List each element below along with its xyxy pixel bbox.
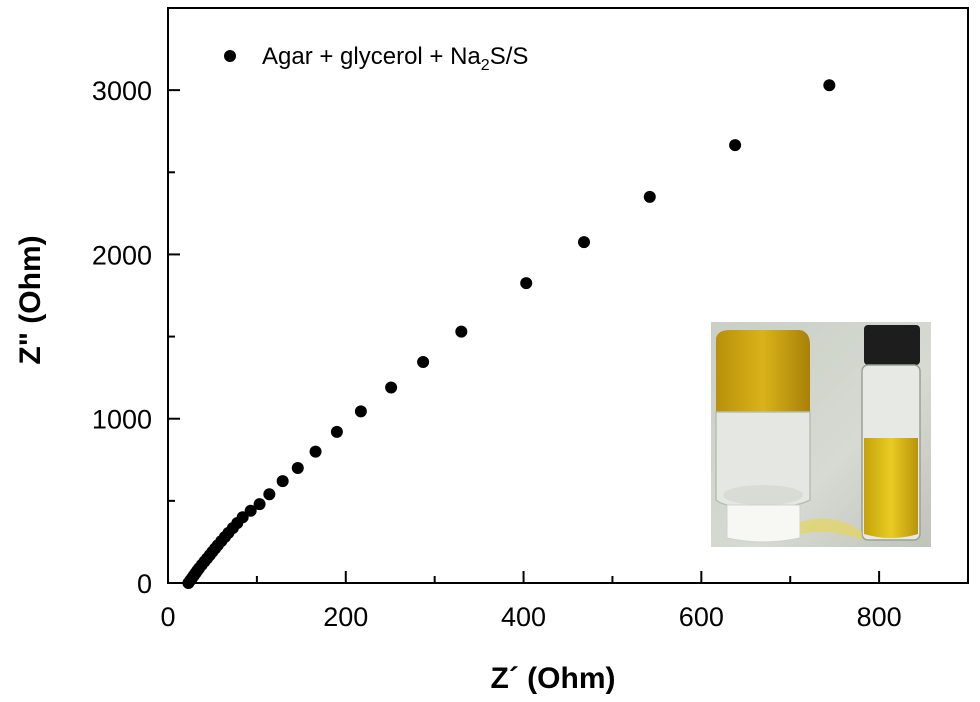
x-axis-title: Z´ (Ohm): [491, 662, 616, 695]
x-tick-label: 0: [160, 602, 175, 632]
y-tick-label: 1000: [92, 405, 152, 435]
data-point: [385, 381, 398, 394]
y-tick-label: 0: [137, 569, 152, 599]
data-point: [263, 488, 276, 501]
legend: Agar + glycerol + Na2S/S: [224, 43, 528, 74]
data-point: [643, 190, 656, 203]
x-axis-ticks: 0 200 400 600 800: [160, 571, 969, 632]
data-point: [578, 236, 590, 249]
plot-frame: [167, 7, 969, 584]
legend-label-tail: S/S: [490, 43, 529, 70]
legend-label-subscript: 2: [481, 57, 490, 74]
y-axis-ticks: 0 1000 2000 3000: [92, 7, 180, 599]
data-point: [291, 462, 304, 474]
y-axis-title: Z" (Ohm): [14, 235, 47, 364]
data-point: [354, 405, 367, 418]
liquid-yellow: [864, 438, 918, 538]
gel-yellow: [716, 330, 810, 412]
inverted-vial: [715, 330, 811, 543]
legend-label: Agar + glycerol + Na2S/S: [262, 43, 528, 74]
data-point: [729, 139, 742, 152]
legend-label-main: Agar + glycerol + Na: [262, 43, 481, 70]
upright-vial: [800, 325, 921, 541]
x-tick-label: 600: [679, 602, 724, 632]
data-point: [417, 356, 430, 369]
data-point: [253, 498, 266, 511]
yellow-reflection: [800, 518, 862, 540]
data-point: [330, 425, 343, 438]
x-tick-label: 800: [857, 602, 902, 632]
y-tick-label: 3000: [92, 76, 152, 106]
data-point: [276, 475, 289, 488]
inset-photo-vials: [711, 322, 931, 547]
data-point: [244, 504, 257, 517]
data-series: [182, 79, 836, 589]
legend-marker: [224, 50, 236, 62]
white-cap: [726, 504, 801, 543]
data-point: [520, 277, 533, 290]
black-cap: [864, 325, 920, 365]
y-tick-label: 2000: [92, 240, 152, 270]
x-tick-label: 400: [501, 602, 546, 632]
data-point: [455, 325, 468, 338]
data-point: [309, 445, 322, 458]
data-point: [823, 79, 836, 92]
vial-glass-rim: [723, 485, 803, 505]
data-point: [236, 511, 249, 524]
x-tick-label: 200: [323, 602, 368, 632]
